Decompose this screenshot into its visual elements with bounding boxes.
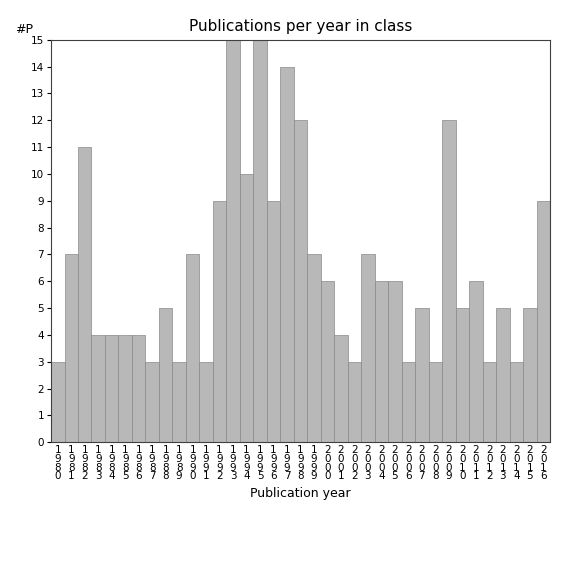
Bar	[401, 362, 415, 442]
Bar	[145, 362, 159, 442]
Bar	[213, 201, 226, 442]
Bar	[307, 255, 321, 442]
Bar	[536, 201, 550, 442]
Bar	[91, 335, 105, 442]
Bar	[496, 308, 510, 442]
Bar	[469, 281, 483, 442]
Bar	[280, 66, 294, 442]
Bar	[510, 362, 523, 442]
Bar	[78, 147, 91, 442]
Bar	[132, 335, 145, 442]
Bar	[240, 174, 253, 442]
Bar	[334, 335, 348, 442]
Bar	[267, 201, 280, 442]
Y-axis label: #P: #P	[15, 23, 32, 36]
Bar	[159, 308, 172, 442]
Bar	[361, 255, 375, 442]
Bar	[51, 362, 65, 442]
Title: Publications per year in class: Publications per year in class	[189, 19, 412, 35]
Bar	[483, 362, 496, 442]
Bar	[388, 281, 401, 442]
Bar	[348, 362, 361, 442]
Bar	[186, 255, 200, 442]
Bar	[442, 120, 456, 442]
Bar	[119, 335, 132, 442]
Bar	[105, 335, 119, 442]
X-axis label: Publication year: Publication year	[250, 487, 351, 500]
Bar	[523, 308, 536, 442]
Bar	[200, 362, 213, 442]
Bar	[375, 281, 388, 442]
Bar	[172, 362, 186, 442]
Bar	[456, 308, 469, 442]
Bar	[321, 281, 334, 442]
Bar	[65, 255, 78, 442]
Bar	[429, 362, 442, 442]
Bar	[294, 120, 307, 442]
Bar	[226, 40, 240, 442]
Bar	[415, 308, 429, 442]
Bar	[253, 40, 267, 442]
